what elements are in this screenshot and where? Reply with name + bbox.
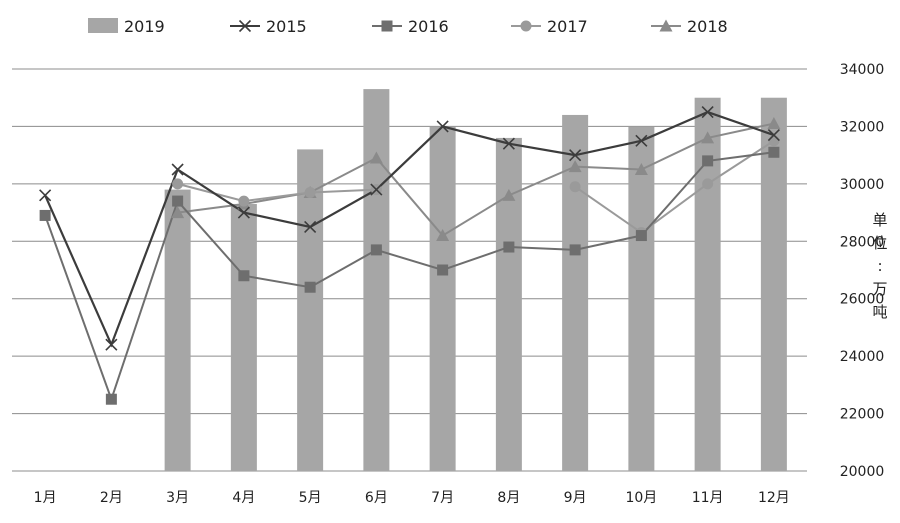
marker-2015 — [569, 149, 582, 162]
marker-2016 — [702, 155, 714, 167]
x-tick-label: 10月 — [625, 490, 657, 506]
legend-swatch-2019 — [88, 18, 118, 33]
lines — [44, 110, 775, 403]
x-tick-label: 1月 — [34, 490, 57, 506]
marker-2018 — [568, 160, 582, 173]
legend: 2019 2015 2016 2017 2018 — [88, 17, 728, 36]
marker-2018 — [701, 131, 715, 144]
legend-label-2016: 2016 — [408, 17, 449, 36]
x-tick-label: 5月 — [299, 490, 322, 506]
marker-2015 — [370, 183, 383, 196]
x-tick-label: 12月 — [758, 490, 790, 506]
marker-2017 — [768, 135, 780, 147]
x-tick-label: 11月 — [692, 490, 724, 506]
marker-2016 — [768, 146, 780, 158]
bar-2019 — [628, 126, 655, 471]
legend-marker-2018 — [659, 19, 673, 32]
y-unit-label-char: 单 — [872, 211, 887, 229]
marker-2018 — [767, 117, 781, 130]
y-tick-label: 26000 — [840, 292, 885, 308]
gridlines — [12, 68, 807, 472]
marker-2016 — [105, 393, 117, 405]
marker-2018 — [171, 206, 185, 219]
marker-2016 — [238, 270, 250, 282]
marker-2017 — [172, 178, 184, 190]
x-tick-label: 6月 — [365, 490, 388, 506]
bar-2019 — [429, 126, 456, 471]
marker-2015 — [171, 163, 184, 176]
bar-2019 — [164, 189, 191, 471]
marker-2017 — [702, 178, 714, 190]
marker-2016 — [39, 209, 51, 221]
y-tick-label: 32000 — [840, 119, 885, 135]
markers — [39, 106, 781, 405]
marker-2015 — [502, 137, 515, 150]
legend-label-2018: 2018 — [687, 17, 728, 36]
line-2018 — [177, 122, 775, 237]
legend-marker-2016 — [381, 20, 393, 32]
bar-2019 — [363, 89, 390, 471]
line-2017 — [574, 139, 775, 234]
x-tick-label: 7月 — [431, 490, 454, 506]
x-tick-label: 2月 — [100, 490, 123, 506]
y-unit-label-char: : — [877, 257, 882, 275]
y-unit-label-char: 吨 — [872, 303, 887, 321]
marker-2017 — [304, 186, 316, 198]
bar-2019 — [760, 97, 787, 471]
marker-2017 — [569, 181, 581, 193]
x-tick-label: 4月 — [232, 490, 255, 506]
legend-marker-2015 — [238, 19, 252, 33]
bar-2019 — [694, 97, 721, 471]
marker-2016 — [635, 230, 647, 242]
y-tick-label: 30000 — [840, 177, 885, 193]
marker-2018 — [502, 188, 516, 201]
marker-2016 — [172, 195, 184, 207]
legend-label-2019: 2019 — [124, 17, 165, 36]
marker-2016 — [370, 244, 382, 256]
bars — [164, 89, 787, 471]
legend-label-2017: 2017 — [547, 17, 588, 36]
marker-2016 — [304, 281, 316, 293]
marker-2018 — [369, 151, 383, 164]
y-tick-label: 24000 — [840, 349, 885, 365]
bar-2019 — [297, 149, 324, 471]
line-2016 — [44, 151, 775, 403]
marker-2015 — [701, 106, 714, 119]
y-tick-label: 34000 — [840, 62, 885, 78]
marker-2015 — [436, 120, 449, 133]
marker-2018 — [634, 163, 648, 175]
marker-2017 — [238, 195, 250, 207]
bar-2019 — [495, 137, 522, 471]
marker-2016 — [569, 244, 581, 256]
marker-2015 — [105, 338, 118, 351]
marker-2018 — [436, 229, 450, 242]
bar-2019 — [562, 114, 589, 471]
marker-2016 — [437, 264, 449, 276]
marker-2015 — [635, 134, 648, 147]
bar-2019 — [230, 203, 257, 471]
y-tick-label: 22000 — [840, 407, 885, 423]
marker-2016 — [503, 241, 515, 253]
line-2017 — [177, 182, 377, 203]
line-2015 — [44, 110, 775, 348]
x-tick-label: 8月 — [497, 490, 520, 506]
x-tick-label: 9月 — [564, 490, 587, 506]
y-tick-label: 20000 — [840, 464, 885, 480]
marker-2015 — [39, 189, 52, 202]
x-tick-label: 3月 — [166, 490, 189, 506]
axes: 20000 22000 24000 26000 28000 30000 32000 34000… — [34, 62, 888, 506]
legend-label-2015: 2015 — [266, 17, 307, 36]
y-unit-label-char: 位 — [872, 234, 887, 252]
marker-2015 — [237, 206, 250, 219]
marker-2015 — [767, 128, 780, 142]
y-unit-label-char: 万 — [872, 280, 887, 298]
marker-2015 — [304, 220, 317, 233]
legend-marker-2017 — [520, 20, 532, 32]
y-tick-label: 28000 — [840, 234, 885, 250]
